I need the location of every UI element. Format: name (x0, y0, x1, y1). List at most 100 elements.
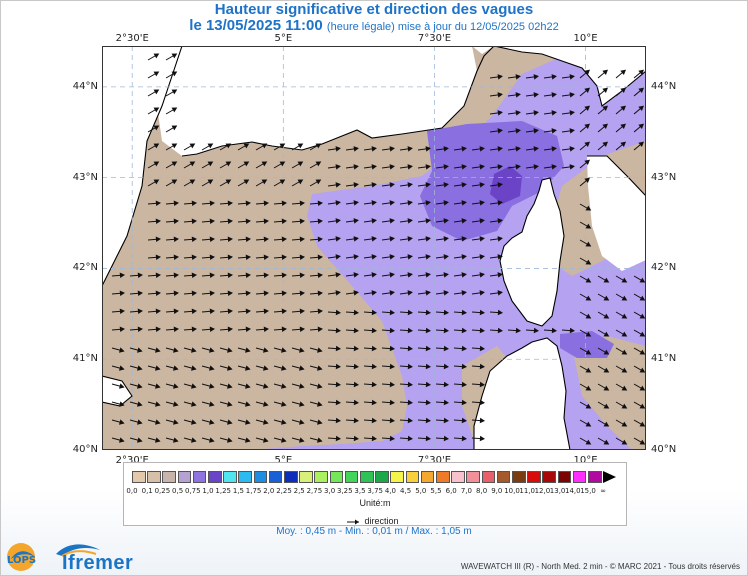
direction-arrowhead (479, 399, 486, 406)
direction-arrowhead (173, 383, 179, 389)
direction-label: direction (364, 516, 399, 526)
direction-arrowhead (497, 254, 503, 260)
direction-arrowhead (227, 326, 233, 333)
direction-arrowhead (335, 290, 341, 296)
direction-arrowhead (317, 272, 323, 279)
direction-arrowhead (317, 365, 323, 371)
svg-text:LOPS: LOPS (7, 555, 36, 566)
direction-arrowhead (171, 179, 178, 185)
direction-arrowhead (353, 164, 359, 170)
direction-arrowhead (371, 363, 378, 370)
direction-arrowhead (317, 326, 323, 333)
direction-arrowhead (371, 345, 378, 352)
direction-arrowhead (335, 146, 341, 152)
direction-arrowhead (173, 401, 179, 407)
direction-arrowhead (425, 309, 432, 316)
direction-arrowhead (425, 327, 432, 334)
direction-arrowhead (315, 161, 322, 167)
direction-arrowhead (371, 164, 377, 170)
scale-tick-label: 1,75 (245, 487, 262, 495)
direction-arrowhead (153, 179, 160, 185)
direction-arrowhead (639, 313, 646, 319)
direction-arrowhead (171, 125, 178, 131)
scale-cell (208, 471, 222, 483)
direction-arrowhead (515, 110, 521, 116)
direction-arrowhead (137, 365, 143, 371)
direction-arrowhead (425, 254, 431, 260)
direction-arrowhead (443, 182, 449, 188)
direction-arrowhead (585, 241, 592, 247)
direction-arrowhead (207, 143, 214, 149)
direction-arrowhead (533, 92, 539, 98)
direction-arrowhead (584, 159, 590, 165)
direction-arrowhead (191, 236, 197, 243)
direction-arrowhead (245, 308, 251, 315)
direction-arrowhead (227, 401, 233, 407)
direction-arrowhead (461, 345, 468, 352)
direction-arrowhead (639, 421, 646, 427)
direction-arrowhead (281, 254, 287, 261)
direction-arrowhead (569, 164, 575, 170)
arrow-icon (347, 519, 359, 525)
direction-arrowhead (245, 218, 251, 225)
direction-arrowhead (497, 164, 503, 170)
direction-arrowhead (353, 182, 359, 188)
direction-arrowhead (407, 218, 413, 224)
direction-arrowhead (245, 236, 251, 243)
wave-zone-075 (420, 121, 564, 241)
scale-cell (162, 471, 176, 483)
direction-arrowhead (173, 365, 179, 371)
latitude-label-left: 41°N (72, 353, 98, 365)
direction-arrowhead (299, 218, 305, 225)
direction-arrowhead (621, 367, 628, 373)
direction-arrowhead (425, 164, 431, 170)
direction-arrowhead (584, 87, 590, 93)
direction-arrowhead (209, 218, 215, 225)
direction-arrowhead (335, 381, 342, 388)
direction-arrowhead (602, 105, 608, 111)
direction-arrowhead (603, 349, 610, 355)
direction-arrowhead (171, 89, 178, 95)
direction-arrowhead (389, 417, 396, 424)
direction-arrowhead (389, 272, 395, 278)
scale-cell (451, 471, 465, 483)
scale-tick-label: 2,5 (293, 487, 305, 495)
direction-arrowhead (191, 200, 197, 207)
direction-arrowhead (602, 87, 608, 93)
direction-arrowhead (137, 383, 143, 389)
direction-arrowhead (461, 236, 467, 242)
scale-cell (360, 471, 374, 483)
direction-arrowhead (602, 123, 608, 129)
land-spain (102, 46, 192, 286)
direction-arrowhead (227, 437, 233, 443)
direction-arrowhead (443, 200, 449, 206)
direction-arrowhead (317, 419, 323, 425)
scale-cell (284, 471, 298, 483)
wave-map (102, 46, 646, 450)
scale-tick-label: 2,25 (276, 487, 292, 495)
direction-arrowhead (245, 383, 251, 389)
direction-arrowhead (191, 347, 197, 353)
direction-arrowhead (585, 295, 592, 301)
direction-arrowhead (171, 161, 178, 167)
scale-cell (223, 471, 237, 483)
direction-arrowhead (153, 107, 160, 113)
direction-arrowhead (620, 105, 626, 111)
direction-arrowhead (585, 421, 592, 427)
direction-arrowhead (461, 381, 468, 388)
direction-arrowhead (281, 437, 287, 443)
direction-arrowhead (407, 200, 413, 206)
direction-arrowhead (173, 437, 179, 443)
scale-cell (512, 471, 526, 483)
direction-arrowhead (515, 128, 521, 134)
scale-cell (344, 471, 359, 483)
direction-arrowhead (585, 403, 592, 409)
direction-arrowhead (515, 74, 521, 80)
direction-arrowhead (371, 272, 377, 278)
direction-arrowhead (551, 164, 557, 170)
latitude-label-left: 42°N (72, 262, 98, 274)
direction-arrowhead (191, 419, 197, 425)
direction-arrowhead (569, 146, 575, 152)
direction-arrowhead (425, 272, 431, 278)
scale-tick-label: 3,75 (367, 487, 383, 495)
